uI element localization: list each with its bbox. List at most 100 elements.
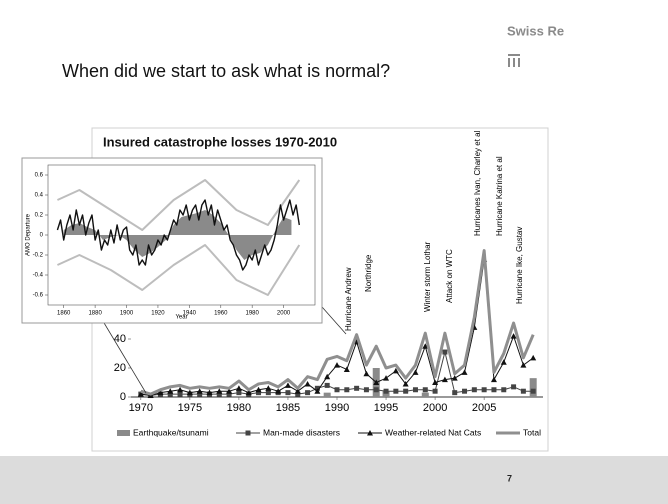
- annotation: Hurricane Katrina et al: [495, 156, 504, 236]
- annotation: Attack on WTC: [445, 249, 454, 303]
- footer-band: [0, 456, 668, 504]
- annotation: Hurricanes Ivan, Charley et al: [473, 130, 482, 236]
- y-tick-label: -0.4: [33, 273, 44, 279]
- annotation: Winter storm Lothar: [423, 241, 432, 312]
- marker: [343, 366, 350, 372]
- marker: [520, 362, 527, 368]
- annotation: Hurricane Ike, Gustav: [515, 227, 524, 304]
- marker: [206, 389, 213, 396]
- y-axis-label: AMO Departure: [26, 213, 32, 256]
- y-tick-label: 0.2: [35, 213, 44, 219]
- x-axis-label: Year: [175, 315, 187, 321]
- marker: [422, 387, 428, 393]
- marker: [530, 354, 537, 361]
- bar: [323, 392, 331, 397]
- x-tick-label: 1985: [276, 402, 300, 414]
- line: [57, 179, 301, 231]
- marker: [284, 382, 291, 388]
- x-tick-label: 2000: [423, 402, 447, 414]
- marker: [442, 349, 448, 355]
- marker: [305, 390, 311, 396]
- marker: [403, 388, 409, 394]
- marker: [285, 390, 291, 396]
- marker: [471, 387, 477, 393]
- marker: [354, 385, 360, 391]
- inset-background: [21, 157, 323, 324]
- x-tick-label: 1975: [178, 402, 202, 414]
- marker: [441, 376, 448, 383]
- x-tick-label: 2000: [277, 311, 291, 317]
- marker: [265, 385, 272, 391]
- y-tick-label: -0.2: [33, 253, 44, 259]
- line: [57, 244, 301, 296]
- bar: [382, 391, 390, 397]
- marker: [324, 373, 331, 380]
- legend-swatch: [117, 430, 130, 436]
- marker: [363, 370, 370, 377]
- marker: [412, 369, 419, 375]
- marker: [510, 333, 517, 339]
- marker: [216, 388, 223, 394]
- brand: Swiss Re: [507, 23, 564, 38]
- x-tick-label: 1920: [151, 311, 165, 317]
- marker: [256, 390, 262, 396]
- marker: [511, 384, 517, 390]
- chart-title: Insured catastrophe losses 1970-2010: [103, 134, 337, 149]
- y-tick-label: 0.6: [35, 173, 44, 179]
- marker: [236, 390, 242, 396]
- marker: [245, 389, 252, 396]
- marker: [334, 362, 340, 368]
- marker: [216, 391, 222, 397]
- marker: [461, 369, 468, 375]
- marker: [462, 388, 468, 394]
- marker: [324, 382, 330, 388]
- x-tick-label: 1990: [325, 402, 349, 414]
- marker: [255, 386, 262, 393]
- marker: [393, 388, 399, 394]
- y-tick-label: 0.4: [35, 193, 44, 199]
- logo: [508, 54, 520, 67]
- area: [63, 210, 292, 260]
- marker: [186, 389, 193, 396]
- marker: [373, 387, 379, 393]
- x-tick-label: 1880: [88, 311, 102, 317]
- marker: [334, 387, 340, 393]
- x-tick-label: 2005: [472, 402, 496, 414]
- x-tick-label: 1960: [214, 311, 228, 317]
- marker: [432, 379, 439, 385]
- marker: [275, 388, 282, 394]
- x-tick-label: 1980: [227, 402, 251, 414]
- marker: [501, 387, 507, 393]
- marker: [452, 390, 458, 396]
- marker: [226, 391, 232, 397]
- marker: [520, 388, 526, 394]
- y-tick-label: 20: [114, 362, 126, 374]
- x-tick-label: 1940: [183, 311, 197, 317]
- x-tick-label: 1995: [374, 402, 398, 414]
- marker: [422, 343, 429, 349]
- marker: [304, 380, 311, 387]
- marker: [373, 379, 380, 385]
- marker: [197, 391, 203, 397]
- x-tick-label: 1900: [120, 311, 134, 317]
- page-number: 7: [507, 473, 512, 483]
- marker: [177, 391, 183, 397]
- annotation: Hurricane Andrew: [344, 267, 353, 331]
- y-tick-label: 0: [120, 391, 126, 403]
- marker: [167, 388, 174, 394]
- marker: [432, 388, 438, 394]
- line: [56, 199, 300, 271]
- legend-marker: [245, 430, 251, 436]
- marker: [412, 387, 418, 393]
- marker: [344, 387, 350, 393]
- marker: [196, 388, 203, 394]
- x-tick-label: 1970: [129, 402, 153, 414]
- marker: [157, 389, 164, 396]
- marker: [481, 387, 487, 393]
- marker: [490, 376, 497, 383]
- bar: [529, 378, 537, 397]
- marker: [137, 391, 144, 397]
- legend-marker: [367, 430, 373, 436]
- bar: [421, 392, 429, 397]
